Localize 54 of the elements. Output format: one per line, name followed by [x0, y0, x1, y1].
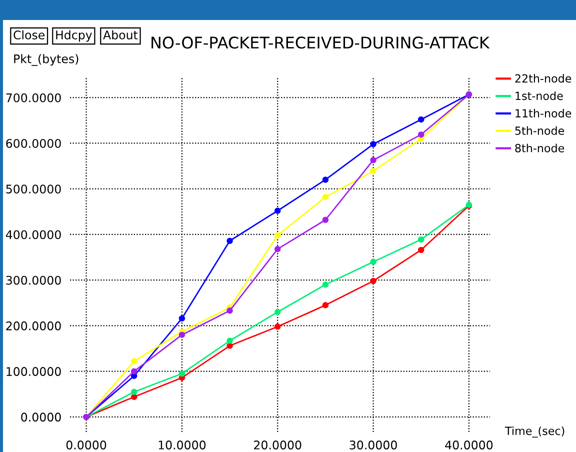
point — [418, 131, 424, 138]
point — [418, 246, 424, 254]
point — [178, 315, 186, 322]
point — [274, 323, 281, 330]
legend-label: 1st-node — [516, 91, 563, 100]
y-tick-label: 300.0000 — [6, 276, 61, 285]
y-axis-title: Pkt_(bytes) — [14, 54, 78, 66]
point — [274, 246, 281, 252]
x-tick-label: 30.0000 — [350, 440, 397, 450]
point — [322, 216, 329, 223]
point — [130, 388, 138, 395]
y-tick-label: 0.0000 — [21, 412, 61, 422]
text: About — [103, 30, 138, 40]
y-tick-label: 400.0000 — [6, 230, 61, 240]
point — [370, 278, 376, 284]
y-tick-label: 700.0000 — [6, 93, 61, 102]
point — [178, 370, 186, 377]
point — [130, 358, 138, 364]
chart-title: NO-OF-PACKET-RECEIVED-DURING-ATTACK — [152, 36, 490, 49]
x-tick-label: 10.0000 — [158, 440, 206, 450]
y-tick-label: 100.0000 — [6, 367, 61, 376]
point — [370, 141, 376, 148]
legend-label: 22th-node — [515, 74, 572, 83]
point — [322, 282, 329, 288]
y-tick-label: 600.0000 — [6, 138, 61, 148]
point — [130, 368, 138, 374]
text: Close — [14, 30, 45, 40]
point — [322, 194, 329, 200]
legend-label: 8th-node — [515, 144, 564, 152]
point — [370, 168, 376, 174]
x-tick-label: 20.0000 — [254, 440, 302, 450]
point — [226, 238, 233, 244]
point — [178, 332, 186, 338]
legend-label: 11th-node — [516, 108, 572, 118]
point — [322, 176, 329, 183]
point — [418, 236, 424, 243]
y-tick-label: 500.0000 — [6, 184, 61, 194]
point — [370, 258, 376, 265]
y-tick-label: 200.0000 — [6, 321, 61, 330]
x-tick-label: 40.0000 — [445, 440, 493, 450]
point — [274, 208, 281, 214]
point — [226, 338, 233, 344]
point — [370, 156, 376, 164]
point — [274, 308, 281, 316]
point — [274, 232, 281, 239]
x-axis-title: Time_(sec) — [504, 426, 564, 438]
x-tick-label: 0.0000 — [66, 440, 106, 450]
point — [130, 394, 138, 400]
text: Hdcpy — [56, 30, 92, 42]
point — [322, 302, 329, 308]
legend-label: 5th-node — [515, 126, 564, 135]
point — [418, 116, 424, 123]
point — [226, 308, 233, 314]
point — [226, 342, 233, 349]
